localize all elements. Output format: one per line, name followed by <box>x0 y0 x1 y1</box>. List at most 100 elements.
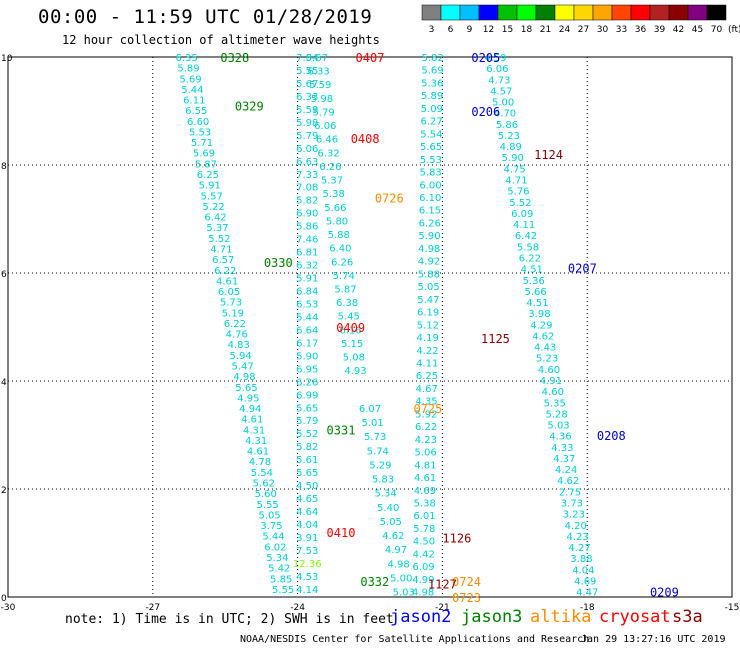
swh-value: 5.83 <box>372 475 394 486</box>
swh-value: 5.52 <box>509 198 531 209</box>
colorbar-label: 9 <box>467 25 473 35</box>
swh-value: 4.35 <box>415 397 437 408</box>
swh-value: 6.05 <box>218 287 240 298</box>
swh-value: 6.33 <box>307 67 329 78</box>
colorbar-swatch <box>440 4 461 21</box>
colorbar-label: 42 <box>673 25 684 35</box>
lat-tick-label: 0 <box>1 594 7 604</box>
swh-value: 3.98 <box>528 309 550 320</box>
swh-value: 6.27 <box>420 117 442 128</box>
colorbar-label: 45 <box>692 25 703 35</box>
swh-value: 5.60 <box>255 489 277 500</box>
swh-value: 4.73 <box>488 75 510 86</box>
swh-value: 5.03 <box>547 421 569 432</box>
swh-value: 5.73 <box>364 432 386 443</box>
swh-value: 5.36 <box>421 78 443 89</box>
swh-value: 6.55 <box>185 106 207 117</box>
swh-value: 4.29 <box>530 320 552 331</box>
colorbar-label: 36 <box>635 25 647 35</box>
swh-value: 5.38 <box>414 499 436 510</box>
swh-value: 4.92 <box>418 257 440 268</box>
lat-tick-label: 4 <box>1 378 7 388</box>
swh-value: 4.31 <box>243 425 265 436</box>
colorbar-swatch <box>592 4 613 21</box>
swh-value: 6.32 <box>296 261 318 272</box>
swh-value: 4.61 <box>247 447 269 458</box>
swh-value: 4.62 <box>557 476 579 487</box>
swh-value: 4.33 <box>551 443 573 454</box>
swh-value: 5.05 <box>380 517 402 528</box>
swh-value: 6.90 <box>296 209 318 220</box>
swh-value: 6.16 <box>339 325 361 336</box>
swh-value: 4.23 <box>415 435 437 446</box>
colorbar-swatch <box>611 4 632 21</box>
swh-value: 5.44 <box>181 85 203 96</box>
satellite-legend-altika: altika <box>530 607 592 627</box>
swh-value: 4.83 <box>228 340 250 351</box>
swh-value: 4.64 <box>296 507 318 518</box>
swh-value: 5.69 <box>193 149 215 160</box>
swh-value: 5.42 <box>268 564 290 575</box>
swh-value: 3.73 <box>561 499 583 510</box>
swh-value: 5.86 <box>296 222 318 233</box>
colorbar-swatch <box>573 4 594 21</box>
swh-value: 6.22 <box>519 253 541 264</box>
pass-time-label: 0328 <box>220 51 249 65</box>
colorbar-label: 27 <box>578 25 589 35</box>
colorbar-label: 30 <box>597 25 609 35</box>
swh-value: 7.46 <box>296 235 318 246</box>
swh-value: 5.85 <box>270 574 292 585</box>
swh-value: 4.67 <box>416 384 438 395</box>
lat-tick-label: 2 <box>1 486 7 496</box>
swh-value: 6.99 <box>296 390 318 401</box>
swh-value: 5.67 <box>296 79 318 90</box>
colorbar-swatch <box>459 4 480 21</box>
swh-value: 6.25 <box>416 371 438 382</box>
satellite-legend-jason2: jason2 <box>390 607 452 627</box>
swh-value: 4.23 <box>567 532 589 543</box>
swh-value: 5.86 <box>496 120 518 131</box>
swh-value: 6.01 <box>413 511 435 522</box>
swh-value: 4.27 <box>568 543 590 554</box>
swh-value: 5.23 <box>536 354 558 365</box>
lat-tick-label: 8 <box>1 162 7 172</box>
swh-value: 4.62 <box>382 531 404 542</box>
swh-value: 4.22 <box>416 346 438 357</box>
colorbar-swatch <box>668 4 689 21</box>
swh-value: 4.53 <box>296 572 318 583</box>
colorbar-swatch <box>497 4 518 21</box>
swh-value: 5.65 <box>296 468 318 479</box>
swh-value: 5.53 <box>420 155 442 166</box>
swh-value: 5.73 <box>220 298 242 309</box>
colorbar-swatch <box>649 4 670 21</box>
swh-value: 5.87 <box>334 284 356 295</box>
swh-value: 4.37 <box>553 454 575 465</box>
swh-value: 5.01 <box>361 418 383 429</box>
swh-value: 5.91 <box>296 274 318 285</box>
swh-value: 5.54 <box>251 468 273 479</box>
colorbar-swatch <box>687 4 708 21</box>
swh-value: 6.26 <box>319 162 341 173</box>
swh-value: 3.75 <box>260 521 282 532</box>
swh-value: 4.89 <box>500 142 522 153</box>
swh-value: 5.40 <box>377 503 399 514</box>
swh-value: 5.19 <box>222 308 244 319</box>
colorbar-label: 3 <box>429 25 435 35</box>
swh-value: 5.89 <box>421 91 443 102</box>
swh-value: 4.69 <box>414 486 436 497</box>
colorbar-swatch <box>535 4 556 21</box>
swh-value: 7.53 <box>296 546 318 557</box>
swh-value: 5.88 <box>418 269 440 280</box>
swh-value: 4.69 <box>574 576 596 587</box>
swh-value: 5.87 <box>195 159 217 170</box>
swh-value: 4.94 <box>239 404 261 415</box>
colorbar-label: 39 <box>654 25 666 35</box>
colorbar-label: 6 <box>448 25 454 35</box>
swh-value: 4.98 <box>233 372 255 383</box>
swh-value: 6.35 <box>175 53 197 64</box>
pass-time-label: 0330 <box>264 256 293 270</box>
swh-value: 4.70 <box>494 109 516 120</box>
colorbar-swatch <box>421 4 442 21</box>
pass-time-label: 0724 <box>452 575 481 589</box>
